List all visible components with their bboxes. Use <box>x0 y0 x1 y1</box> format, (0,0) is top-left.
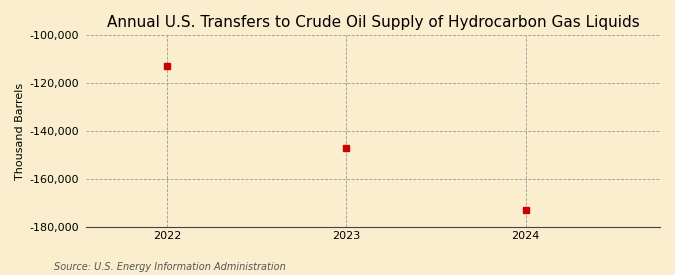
Title: Annual U.S. Transfers to Crude Oil Supply of Hydrocarbon Gas Liquids: Annual U.S. Transfers to Crude Oil Suppl… <box>107 15 640 30</box>
Y-axis label: Thousand Barrels: Thousand Barrels <box>15 82 25 180</box>
Text: Source: U.S. Energy Information Administration: Source: U.S. Energy Information Administ… <box>54 262 286 272</box>
